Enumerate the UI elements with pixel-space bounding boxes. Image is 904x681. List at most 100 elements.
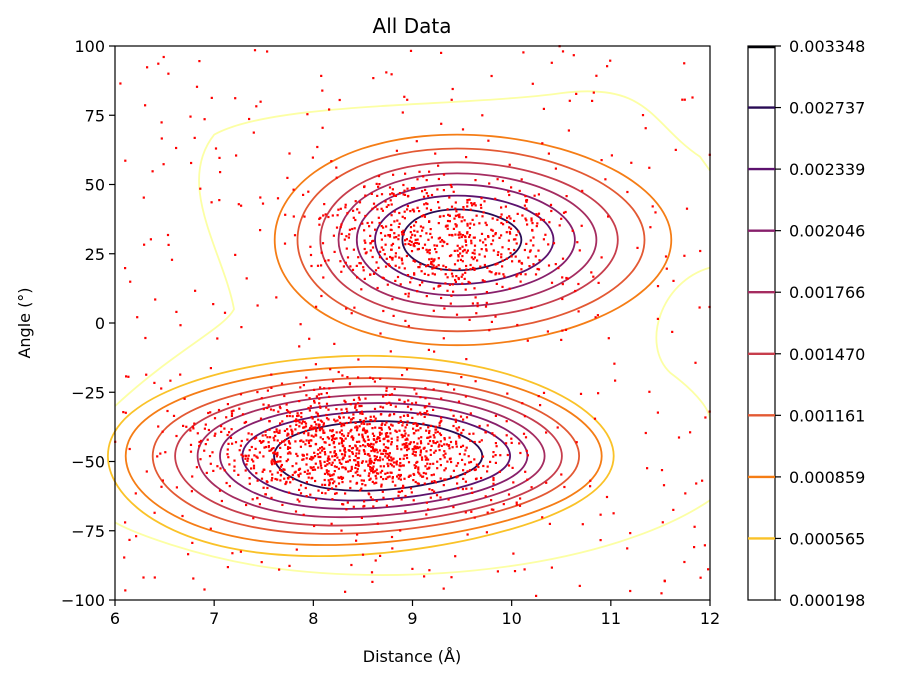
scatter-point-1968 <box>214 147 218 150</box>
scatter-point-200 <box>382 438 385 441</box>
scatter-point-287 <box>373 380 376 383</box>
scatter-point-1016 <box>319 460 322 463</box>
scatter-point-1817 <box>536 267 539 271</box>
scatter-point-1292 <box>471 251 474 254</box>
scatter-point-930 <box>274 434 277 438</box>
scatter-point-1260 <box>413 272 416 275</box>
scatter-point-1353 <box>410 187 414 190</box>
scatter-point-1963 <box>154 298 157 301</box>
scatter-point-175 <box>432 408 435 411</box>
scatter-point-2070 <box>646 467 649 470</box>
scatter-point-1678 <box>416 242 419 245</box>
scatter-point-529 <box>310 439 313 442</box>
scatter-point-954 <box>335 485 338 488</box>
scatter-point-435 <box>373 455 376 458</box>
scatter-point-1961 <box>473 202 476 205</box>
scatter-point-1574 <box>346 256 350 259</box>
scatter-point-315 <box>362 427 365 430</box>
scatter-point-259 <box>318 397 321 400</box>
scatter-point-2079 <box>501 246 504 249</box>
scatter-point-1811 <box>433 266 436 270</box>
scatter-point-1337 <box>520 268 523 271</box>
scatter-point-444 <box>427 508 430 511</box>
scatter-point-2248 <box>277 431 280 434</box>
scatter-point-936 <box>335 437 338 440</box>
scatter-point-427 <box>323 478 326 482</box>
scatter-point-1960 <box>546 330 549 333</box>
scatter-point-615 <box>319 462 322 465</box>
scatter-point-1420 <box>390 257 393 260</box>
scatter-point-2057 <box>392 465 395 468</box>
scatter-point-858 <box>426 462 429 465</box>
scatter-point-1361 <box>446 227 449 230</box>
scatter-point-1411 <box>471 204 474 207</box>
scatter-point-244 <box>371 498 374 501</box>
scatter-point-88 <box>390 437 393 440</box>
scatter-point-1423 <box>379 250 382 253</box>
scatter-point-1227 <box>270 496 273 499</box>
scatter-point-1468 <box>425 202 428 205</box>
scatter-point-1878 <box>465 268 468 271</box>
scatter-point-1024 <box>161 430 164 433</box>
scatter-point-1695 <box>406 274 410 277</box>
scatter-point-1892 <box>413 224 416 227</box>
scatter-point-1543 <box>382 226 385 229</box>
scatter-point-356 <box>261 470 264 473</box>
scatter-point-1819 <box>318 217 321 220</box>
scatter-point-2232 <box>327 488 330 491</box>
contour-upper-level-9 <box>401 208 523 272</box>
scatter-point-1362 <box>500 221 503 225</box>
scatter-point-1395 <box>404 319 407 322</box>
colorbar-label-4: 0.001766 <box>789 283 865 302</box>
scatter-point-1369 <box>490 320 493 323</box>
scatter-point-946 <box>274 452 277 456</box>
scatter-point-170 <box>319 406 322 409</box>
scatter-point-603 <box>304 443 307 446</box>
scatter-point-556 <box>467 455 470 458</box>
scatter-point-1923 <box>455 275 458 278</box>
scatter-point-1168 <box>468 469 472 472</box>
scatter-point-414 <box>374 470 377 473</box>
scatter-point-2171 <box>128 447 131 451</box>
scatter-point-1693 <box>397 226 400 229</box>
scatter-point-417 <box>360 410 363 413</box>
contour-level-1 <box>114 90 711 576</box>
scatter-point-1315 <box>419 225 422 228</box>
scatter-point-1467 <box>386 283 389 286</box>
scatter-point-1278 <box>471 266 475 269</box>
scatter-point-1293 <box>485 301 488 304</box>
scatter-point-500 <box>303 470 306 473</box>
scatter-point-2139 <box>412 441 415 444</box>
scatter-point-1670 <box>395 236 398 239</box>
scatter-point-498 <box>432 473 435 476</box>
scatter-point-637 <box>401 374 404 377</box>
scatter-point-721 <box>393 413 396 416</box>
scatter-point-855 <box>227 442 230 445</box>
scatter-point-1982 <box>124 159 127 162</box>
scatter-point-495 <box>425 450 428 453</box>
scatter-point-2015 <box>321 89 324 92</box>
scatter-point-2229 <box>699 249 702 253</box>
scatter-point-784 <box>391 424 394 427</box>
scatter-point-2203 <box>259 229 262 232</box>
scatter-point-326 <box>226 403 229 406</box>
scatter-point-1679 <box>408 239 411 242</box>
scatter-point-842 <box>355 448 358 451</box>
scatter-point-2142 <box>403 210 406 213</box>
scatter-point-880 <box>519 451 522 455</box>
scatter-point-1909 <box>316 145 319 149</box>
scatter-point-1249 <box>337 482 341 485</box>
scatter-point-2222 <box>461 245 464 248</box>
scatter-point-73 <box>297 473 300 477</box>
scatter-point-1205 <box>448 444 451 447</box>
scatter-point-2265 <box>149 238 152 241</box>
scatter-point-177 <box>285 480 288 483</box>
scatter-point-1445 <box>414 241 417 244</box>
scatter-point-1175 <box>328 482 331 485</box>
scatter-point-971 <box>253 454 256 457</box>
scatter-point-2200 <box>119 82 122 85</box>
scatter-point-515 <box>319 451 322 454</box>
scatter-point-983 <box>297 414 300 417</box>
scatter-point-2089 <box>245 277 248 280</box>
